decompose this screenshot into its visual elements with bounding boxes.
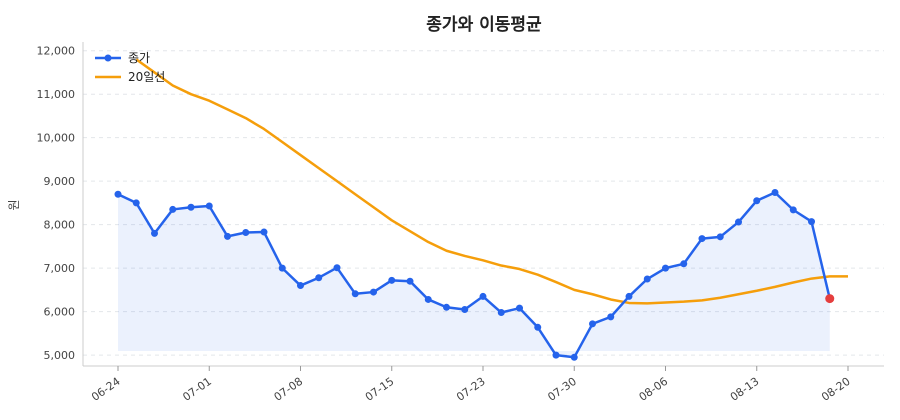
y-tick-label: 12,000 (37, 45, 76, 58)
close-price-point (443, 303, 450, 311)
close-price-point (662, 264, 669, 272)
close-price-point (479, 292, 487, 300)
close-price-point (388, 276, 396, 284)
gridlines (83, 50, 884, 356)
close-price-point (552, 351, 560, 359)
close-price-point (315, 274, 323, 282)
chart-title: 종가와 이동평균 (426, 15, 542, 35)
x-ticks: 06-24 07-01 07-08 07-15 07-23 07-30 08-06 08-13… (89, 366, 853, 404)
y-tick-label: 11,000 (37, 88, 76, 101)
close-price-point (333, 264, 341, 272)
y-axis-label: 원 (7, 199, 21, 210)
legend: 종가 20일선 (95, 51, 165, 84)
y-ticks: 5,000 6,000 7,000 8,000 9,000 10,000 11,000 12,… (37, 45, 76, 362)
y-tick-label: 5,000 (44, 349, 76, 362)
x-tick-label: 08-06 (637, 375, 671, 404)
x-tick-label: 07-23 (454, 375, 488, 404)
y-tick-label: 10,000 (37, 132, 76, 145)
legend-label-ma20: 20일선 (128, 70, 165, 84)
x-tick-label: 08-20 (819, 375, 853, 404)
close-price-point (297, 282, 304, 290)
close-price-point (589, 320, 596, 328)
close-price-point (570, 353, 578, 361)
close-price-point (497, 309, 505, 317)
close-price-point (771, 188, 779, 196)
close-price-point (789, 206, 797, 214)
close-price-point (278, 264, 286, 272)
close-price-point (351, 290, 359, 298)
close-price-point (151, 229, 158, 237)
x-tick-label: 06-24 (89, 375, 123, 404)
latest-close-point (825, 294, 835, 304)
close-price-point (424, 295, 432, 303)
close-price-point (370, 288, 377, 296)
y-tick-label: 8,000 (44, 219, 76, 232)
close-price-point (187, 203, 195, 211)
close-price-point (680, 260, 688, 268)
legend-marker-close (104, 54, 112, 62)
close-price-point (205, 202, 213, 210)
y-tick-label: 6,000 (44, 306, 76, 319)
close-price-point (406, 277, 414, 285)
x-tick-label: 07-15 (363, 375, 397, 404)
x-tick-label: 07-30 (545, 375, 579, 404)
close-price-point (516, 304, 523, 312)
series (114, 58, 848, 361)
y-tick-label: 9,000 (44, 175, 76, 188)
close-price-point (808, 218, 815, 226)
close-price-line (117, 191, 831, 359)
close-price-point (534, 323, 542, 331)
close-price-point (716, 233, 724, 241)
legend-label-close: 종가 (128, 51, 150, 65)
close-price-point (260, 228, 268, 236)
close-price-point (625, 292, 633, 300)
close-price-point (224, 232, 231, 240)
ma20-line (135, 58, 848, 305)
close-price-point (461, 305, 469, 313)
close-price-point (242, 228, 250, 236)
x-tick-label: 07-08 (272, 375, 306, 404)
close-price-area (118, 192, 830, 358)
close-price-point (753, 197, 761, 205)
close-price-point (169, 205, 177, 213)
close-price-point (698, 235, 706, 243)
close-price-point (132, 199, 140, 207)
close-price-point (643, 275, 651, 283)
close-price-point (607, 313, 615, 321)
y-tick-label: 7,000 (44, 262, 76, 275)
close-price-point (735, 218, 742, 226)
close-price-point (114, 190, 122, 198)
x-tick-label: 07-01 (180, 375, 214, 404)
x-tick-label: 08-13 (728, 375, 762, 404)
